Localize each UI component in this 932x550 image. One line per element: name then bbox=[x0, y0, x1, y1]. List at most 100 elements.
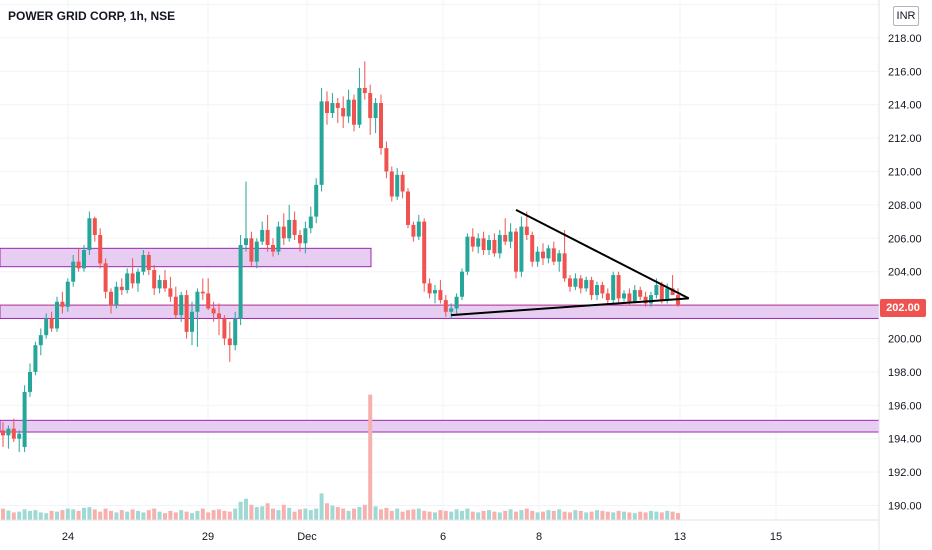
currency-button[interactable]: INR bbox=[893, 6, 919, 26]
candle bbox=[65, 278, 70, 312]
candle-body bbox=[233, 318, 238, 346]
candle-body bbox=[389, 171, 394, 197]
candle bbox=[244, 181, 248, 252]
candle-body bbox=[227, 338, 232, 346]
candle-body bbox=[65, 281, 70, 307]
candle-body bbox=[260, 229, 265, 242]
candle-body bbox=[298, 234, 302, 244]
volume-bar bbox=[281, 504, 286, 520]
candle-body bbox=[319, 101, 324, 185]
volume-bar bbox=[141, 512, 146, 520]
candle bbox=[265, 214, 270, 252]
volume-bar bbox=[551, 510, 556, 520]
candle bbox=[470, 228, 475, 252]
candle bbox=[389, 166, 394, 202]
candle bbox=[136, 268, 140, 292]
volume-bar bbox=[541, 511, 545, 520]
volume-bar bbox=[622, 511, 626, 520]
candle bbox=[449, 303, 454, 319]
volume-bar bbox=[616, 510, 621, 520]
volume-bar bbox=[546, 510, 551, 520]
volume-bar bbox=[276, 510, 281, 520]
candle bbox=[152, 265, 157, 296]
candle-body bbox=[22, 391, 27, 448]
candle bbox=[109, 288, 113, 314]
candle-body bbox=[481, 238, 486, 250]
candle bbox=[254, 238, 259, 269]
price-tick-label: 196.00 bbox=[888, 400, 922, 412]
price-tick-label: 212.00 bbox=[888, 133, 922, 145]
volume-bar bbox=[184, 511, 189, 520]
candle bbox=[616, 271, 621, 304]
candle bbox=[287, 204, 292, 242]
volume-bar bbox=[206, 512, 211, 520]
volume-bars bbox=[1, 394, 680, 520]
volume-bar bbox=[190, 513, 194, 520]
volume-bar bbox=[114, 512, 119, 520]
volume-bar bbox=[6, 510, 11, 520]
candle bbox=[362, 61, 367, 100]
candle-body bbox=[276, 226, 281, 252]
candle-body bbox=[238, 244, 243, 319]
candle-body bbox=[103, 263, 108, 292]
volume-bar bbox=[600, 510, 605, 520]
price-tick-label: 200.00 bbox=[888, 334, 922, 346]
volume-bar bbox=[87, 507, 92, 520]
volume-bar bbox=[638, 511, 643, 520]
candle-body bbox=[519, 226, 524, 272]
candle bbox=[514, 228, 518, 279]
volume-bar bbox=[670, 511, 675, 520]
volume-bar bbox=[22, 509, 27, 520]
candle bbox=[503, 218, 508, 245]
candle bbox=[38, 328, 43, 356]
candle bbox=[125, 268, 130, 294]
volume-bar bbox=[605, 511, 610, 520]
candle bbox=[497, 229, 502, 259]
candle bbox=[141, 249, 146, 276]
candle-body bbox=[173, 296, 178, 316]
candle bbox=[238, 234, 243, 326]
volume-bar bbox=[416, 508, 421, 520]
volume-bar bbox=[568, 512, 572, 520]
volume-bar bbox=[65, 508, 70, 520]
candle bbox=[460, 268, 464, 301]
candle-body bbox=[168, 288, 173, 297]
candle bbox=[44, 313, 49, 339]
candle bbox=[71, 255, 76, 287]
candle-body bbox=[146, 255, 151, 271]
candle bbox=[60, 291, 65, 314]
time-tick-label: 13 bbox=[674, 531, 686, 543]
candle bbox=[222, 315, 227, 346]
candle bbox=[227, 321, 232, 362]
candle-body bbox=[6, 428, 11, 436]
volume-bar bbox=[44, 513, 49, 520]
volume-bar bbox=[341, 508, 346, 520]
candle-body bbox=[557, 253, 562, 262]
volume-bar bbox=[28, 510, 32, 520]
volume-bar bbox=[179, 510, 184, 520]
volume-bar bbox=[103, 508, 108, 520]
volume-bar bbox=[352, 508, 356, 520]
candle bbox=[465, 233, 470, 276]
candle bbox=[427, 278, 432, 299]
candle bbox=[55, 296, 59, 332]
price-tick-label: 210.00 bbox=[888, 167, 922, 179]
candle bbox=[330, 93, 335, 119]
volume-bar bbox=[573, 510, 578, 520]
price-tick-label: 218.00 bbox=[888, 33, 922, 45]
candle bbox=[384, 141, 389, 179]
volume-bar bbox=[260, 506, 265, 520]
candle-body bbox=[249, 238, 254, 262]
candle-body bbox=[76, 261, 81, 269]
volume-bar bbox=[76, 510, 81, 520]
candle-body bbox=[38, 335, 43, 346]
candle bbox=[411, 221, 416, 242]
volume-bar bbox=[49, 510, 54, 520]
candle bbox=[595, 281, 599, 301]
candle-body bbox=[622, 293, 626, 299]
volume-bar bbox=[476, 512, 481, 520]
volume-bar bbox=[173, 512, 178, 520]
volume-bar bbox=[411, 509, 416, 520]
candle-body bbox=[287, 219, 292, 239]
